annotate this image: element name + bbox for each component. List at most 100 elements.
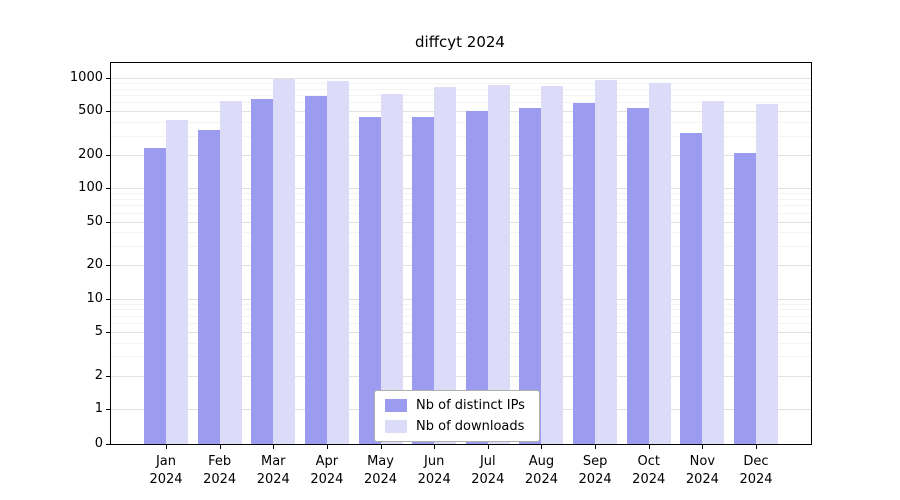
bar-downloads-may [380, 93, 403, 444]
minor-gridline [111, 205, 811, 207]
x-tick-mark [702, 444, 704, 449]
y-tick-mark [106, 188, 111, 190]
chart-title: diffcyt 2024 [415, 33, 505, 51]
x-tick-label: May 2024 [363, 454, 398, 487]
x-tick-label: Mar 2024 [256, 454, 290, 487]
y-tick-mark [106, 78, 111, 79]
x-tick-mark [219, 444, 221, 449]
legend-label-distinct-ips: Nb of distinct IPs [416, 398, 525, 413]
y-tick-label: 200 [78, 147, 103, 163]
bar-downloads-nov [702, 100, 725, 444]
y-tick-mark [106, 331, 111, 333]
y-tick-label: 5 [94, 323, 103, 339]
minor-gridline [111, 323, 811, 325]
x-tick-mark [380, 444, 382, 449]
bar-distinct-ips-dec [734, 152, 756, 444]
minor-gridline [111, 121, 811, 123]
x-tick-mark [273, 444, 275, 449]
minor-gridline [111, 212, 811, 214]
x-tick-mark [595, 444, 597, 449]
bar-distinct-ips-nov [680, 132, 703, 444]
minor-gridline [111, 95, 811, 97]
major-gridline [111, 265, 811, 267]
y-tick-mark [106, 155, 111, 157]
plot-area: 0 1 2 5 10 20 50 100 200 500 1000 Jan 2024 Feb 2024 M… [70, 62, 812, 487]
major-gridline [111, 78, 811, 79]
x-tick-label: Feb 2024 [203, 454, 237, 487]
legend-item-downloads: Nb of downloads [385, 419, 525, 434]
minor-gridline [111, 135, 811, 137]
bar-downloads-aug [541, 86, 564, 444]
legend-item-distinct-ips: Nb of distinct IPs [385, 398, 525, 413]
major-gridline [111, 331, 811, 333]
bar-distinct-ips-sep [573, 103, 596, 444]
bar-distinct-ips-apr [304, 95, 327, 444]
minor-gridline [111, 342, 811, 344]
minor-gridline [111, 303, 811, 305]
legend-label-downloads: Nb of downloads [416, 419, 525, 434]
x-tick-label: Aug 2024 [524, 454, 558, 487]
major-gridline [111, 111, 811, 113]
bar-downloads-feb [219, 100, 242, 444]
minor-gridline [111, 102, 811, 104]
bar-distinct-ips-feb [197, 129, 220, 444]
legend: Nb of distinct IPs Nb of downloads [374, 390, 540, 442]
y-tick-mark [106, 409, 111, 410]
x-tick-mark [166, 444, 167, 449]
minor-gridline [111, 83, 811, 85]
x-tick-label: Nov 2024 [685, 454, 719, 487]
x-tick-mark [326, 444, 328, 449]
x-tick-label: Dec 2024 [739, 454, 773, 487]
y-tick-mark [106, 221, 111, 223]
minor-gridline [111, 88, 811, 90]
minor-gridline [111, 356, 811, 358]
y-tick-mark [106, 298, 111, 300]
y-tick-label: 10 [86, 290, 103, 306]
minor-gridline [111, 199, 811, 201]
bar-downloads-jul [487, 84, 510, 444]
major-gridline [111, 155, 811, 157]
major-gridline [111, 298, 811, 300]
bar-downloads-dec [756, 104, 778, 444]
bar-distinct-ips-jan [144, 148, 166, 444]
bar-distinct-ips-jul [465, 111, 488, 444]
bar-downloads-oct [648, 83, 671, 444]
x-tick-mark [648, 444, 650, 449]
y-tick-label: 2 [94, 367, 103, 383]
x-tick-mark [487, 444, 489, 449]
bar-downloads-sep [595, 80, 618, 444]
bar-distinct-ips-may [358, 117, 381, 444]
x-tick-label: Sep 2024 [578, 454, 612, 487]
y-tick-label: 50 [86, 213, 103, 229]
legend-swatch-distinct-ips [385, 399, 407, 412]
x-tick-mark [541, 444, 543, 449]
y-tick-label: 0 [94, 436, 103, 451]
x-tick-mark [756, 444, 757, 449]
y-tick-label: 1000 [69, 70, 103, 85]
bar-distinct-ips-oct [626, 108, 649, 444]
bar-downloads-jan [166, 119, 188, 444]
y-tick-label: 100 [78, 180, 103, 196]
y-tick-mark [106, 444, 111, 445]
major-gridline [111, 221, 811, 223]
bar-downloads-mar [273, 78, 296, 444]
bar-distinct-ips-jun [412, 117, 435, 444]
y-tick-label: 20 [86, 257, 103, 273]
bar-distinct-ips-mar [251, 98, 274, 444]
x-tick-label: Oct 2024 [632, 454, 666, 487]
y-tick-label: 1 [94, 401, 103, 416]
y-tick-mark [106, 375, 111, 377]
minor-gridline [111, 232, 811, 234]
major-gridline [111, 188, 811, 190]
bar-downloads-jun [434, 86, 457, 444]
x-tick-label: Apr 2024 [310, 454, 344, 487]
major-gridline [111, 375, 811, 377]
y-tick-mark [106, 111, 111, 113]
legend-swatch-downloads [385, 420, 407, 433]
minor-gridline [111, 193, 811, 195]
x-tick-label: Jan 2024 [149, 454, 183, 487]
x-tick-label: Jun 2024 [417, 454, 451, 487]
bar-downloads-apr [326, 80, 349, 444]
y-tick-label: 500 [78, 103, 103, 119]
